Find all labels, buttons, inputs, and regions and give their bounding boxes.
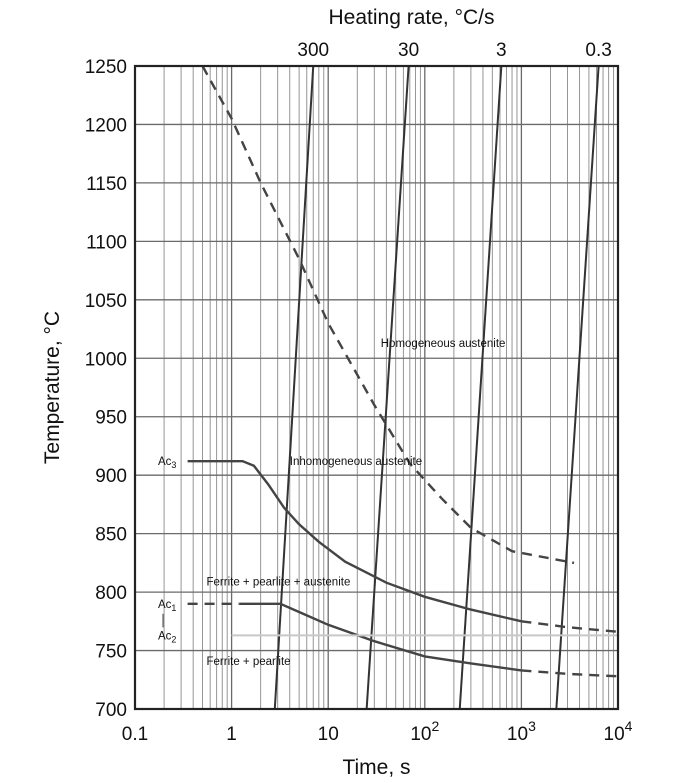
heating-rate-tick-label: 300	[297, 40, 329, 61]
ac-label-subscript: 3	[171, 460, 176, 470]
x-tick-label: 10	[318, 724, 339, 745]
y-tick-label: 750	[95, 642, 127, 663]
ac-label-subscript: 2	[171, 634, 176, 644]
top-axis-title: Heating rate, °C/s	[329, 6, 495, 29]
y-tick-label: 1100	[86, 232, 127, 253]
heating-rate-line	[273, 65, 315, 710]
dashed-transformation-curve	[521, 620, 619, 633]
ac-label-subscript: 1	[171, 603, 176, 613]
heating-rate-line	[365, 65, 410, 710]
x-tick-exponent: 4	[625, 718, 633, 734]
ac-label-name: Ac	[158, 630, 172, 642]
solid-transformation-curve	[187, 460, 522, 623]
x-tick-base: 10	[604, 724, 625, 745]
x-tick-exponent: 2	[431, 718, 439, 734]
x-tick-label: 0.1	[122, 724, 148, 745]
transformation-curves	[187, 65, 619, 678]
heating-rate-labels: 300 30 3 0.3	[297, 40, 611, 61]
y-axis-title: Temperature, °C	[41, 311, 64, 464]
y-tick-label: 1050	[85, 291, 127, 312]
y-tick-label: 1150	[86, 174, 127, 195]
heating-rate-tick-label: 30	[398, 40, 419, 61]
heating-rate-tick-label: 0.3	[585, 40, 611, 61]
x-tick-base: 10	[318, 724, 339, 745]
plot-frame	[133, 64, 620, 711]
y-tick-label: 900	[95, 466, 127, 487]
grid	[135, 66, 618, 709]
dashed-transformation-curve	[521, 669, 619, 678]
y-tick-label: 850	[95, 525, 127, 546]
x-tick-label: 102	[410, 718, 439, 745]
annotations: Homogeneous austenite Inhomogeneous auste…	[207, 338, 506, 668]
region-annotation: Inhomogeneous austenite	[290, 456, 422, 468]
heating-rate-line	[555, 65, 600, 710]
solid-transformation-curve	[239, 602, 522, 672]
x-tick-base: 1	[226, 724, 237, 745]
x-tick-label: 104	[604, 718, 633, 745]
x-tick-base: 0.1	[122, 724, 148, 745]
x-tick-base: 10	[410, 724, 431, 745]
heating-rate-line	[458, 65, 503, 710]
heating-rate-lines	[273, 65, 600, 710]
ac-label-name: Ac	[158, 599, 172, 611]
ac-label: Ac3	[158, 456, 176, 470]
x-tick-base: 10	[507, 724, 528, 745]
ac-label: Ac1	[158, 599, 176, 613]
ac-label-name: Ac	[158, 456, 172, 468]
y-tick-label: 800	[95, 583, 127, 604]
y-tick-labels: 700 750 800 850 900 950 1000 1050 1100 1150 1200 12…	[85, 57, 127, 721]
x-tick-label: 103	[507, 718, 536, 745]
x-tick-label: 1	[226, 724, 237, 745]
region-annotation: Ferrite + pearlite + austenite	[207, 577, 351, 589]
x-tick-exponent: 3	[528, 718, 536, 734]
heating-rate-tick-label: 3	[496, 40, 507, 61]
dashed-transformation-curve	[201, 65, 575, 565]
y-tick-label: 1250	[85, 57, 127, 78]
x-axis-title: Time, s	[342, 756, 410, 779]
y-tick-label: 700	[95, 700, 127, 721]
ac-label: Ac2	[158, 630, 176, 644]
y-tick-label: 950	[95, 408, 127, 429]
y-tick-label: 1000	[85, 349, 127, 370]
region-annotation: Homogeneous austenite	[381, 338, 506, 350]
x-tick-labels: 0.1 1 10 102 103 104	[122, 718, 633, 745]
y-tick-label: 1200	[85, 115, 127, 136]
region-annotation: Ferrite + pearlite	[207, 656, 291, 668]
